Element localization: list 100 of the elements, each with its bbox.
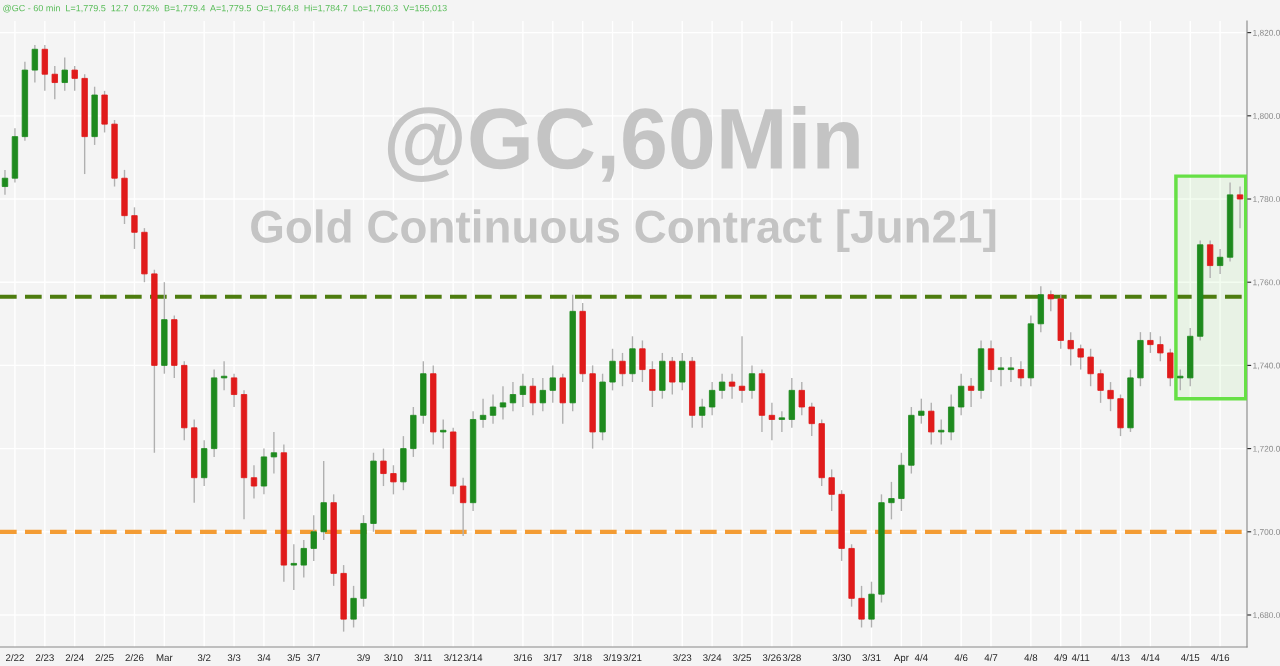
y-tick-label: 1,740.0	[1253, 362, 1280, 370]
candlestick	[270, 431, 278, 475]
candlestick	[1047, 289, 1054, 313]
x-tick-label: 2/25	[95, 653, 114, 662]
candlestick	[669, 356, 676, 396]
candlestick	[858, 585, 865, 629]
candlestick	[519, 373, 527, 408]
x-tick-label: 3/9	[357, 653, 370, 662]
candlestick	[230, 373, 238, 408]
candlestick	[957, 373, 965, 417]
x-tick-label: 3/14	[464, 653, 483, 662]
x-tick-label: 4/9	[1054, 653, 1068, 662]
candlestick	[380, 447, 387, 487]
candlestick	[808, 402, 815, 437]
candlestick	[61, 56, 68, 92]
candlestick	[1206, 239, 1214, 279]
candlestick	[1017, 360, 1025, 387]
candlestick	[390, 464, 397, 496]
x-tick-label: 4/6	[954, 653, 968, 662]
candlestick	[549, 364, 556, 404]
x-tick-label: 3/21	[623, 653, 642, 662]
x-tick-label: 2/26	[125, 653, 144, 662]
candlestick	[1087, 348, 1094, 387]
candlestick	[639, 339, 646, 383]
candlestick	[1097, 368, 1104, 404]
x-tick-label: 3/26	[762, 653, 781, 662]
candlestick	[888, 481, 895, 521]
candlestick	[71, 65, 78, 92]
candlestick	[529, 377, 537, 417]
x-tick-label: 3/18	[573, 653, 592, 662]
candlestick	[1, 169, 9, 196]
y-tick-label: 1,780.0	[1253, 196, 1280, 204]
x-tick-label: 3/16	[513, 653, 532, 662]
x-tick-label: 2/22	[5, 653, 24, 662]
x-tick-label: 3/10	[384, 653, 403, 662]
x-tick-label: 4/14	[1141, 653, 1160, 662]
x-tick-label: 3/7	[307, 653, 321, 662]
candlestick	[290, 543, 297, 591]
candlestick	[649, 360, 656, 408]
x-tick-label: 3/11	[414, 653, 432, 662]
candlestick	[778, 410, 786, 433]
candlestick	[539, 377, 546, 412]
x-tick-label: 4/8	[1024, 653, 1038, 662]
x-tick-label: 4/13	[1111, 653, 1130, 662]
x-tick-label: 3/17	[543, 653, 562, 662]
candlestick	[918, 397, 925, 425]
candlestick	[1147, 331, 1154, 354]
candlestick	[509, 381, 517, 412]
candlestick	[300, 539, 307, 579]
x-tick-label: 3/23	[673, 653, 692, 662]
candlestick	[310, 514, 317, 562]
x-tick-label: 3/30	[832, 653, 851, 662]
x-tick-label: 3/3	[227, 653, 241, 662]
candlestick	[728, 373, 736, 400]
text: Gold Continuous Contract [Jun21]	[251, 209, 996, 253]
candlestick	[619, 352, 626, 387]
candlestick	[967, 377, 975, 408]
x-tick-label: 3/31	[862, 653, 881, 662]
candlestick	[459, 477, 467, 537]
x-tick-label: 3/24	[703, 653, 722, 662]
candlestick	[1107, 381, 1114, 412]
candlestick	[1216, 248, 1224, 275]
candlestick	[928, 402, 935, 446]
candlestick	[489, 393, 497, 425]
candlestick	[768, 402, 776, 441]
y-tick-label: 1,720.0	[1253, 445, 1280, 453]
candlestick	[1067, 331, 1074, 367]
x-tick-label: 3/25	[732, 653, 752, 662]
candlestick	[708, 381, 716, 417]
y-tick-label: 1,700.0	[1253, 528, 1280, 536]
x-tick-label: 3/5	[287, 653, 301, 662]
candlestick	[1007, 356, 1015, 383]
x-tick-label: 4/7	[984, 653, 998, 662]
y-tick-label: 1,820.0	[1253, 29, 1280, 37]
x-tick-label: 4/15	[1180, 653, 1200, 662]
candlestick	[131, 206, 138, 250]
x-tick-label: 3/12	[444, 653, 463, 662]
candlestick	[1177, 368, 1184, 392]
candlestick	[479, 397, 487, 429]
x-tick-label: 4/11	[1071, 653, 1090, 662]
x-tick-label: 3/2	[197, 653, 211, 662]
candlestick	[798, 381, 805, 417]
candlestick	[738, 335, 746, 404]
candlestick	[748, 364, 756, 400]
candlestick	[718, 373, 726, 400]
candlestick	[220, 360, 228, 392]
candlestick	[1157, 335, 1164, 362]
text: @GC,60Min	[387, 106, 859, 183]
x-tick-label: 3/19	[603, 653, 622, 662]
candlestick	[938, 418, 945, 446]
candlestick	[51, 65, 58, 100]
candlestick	[31, 44, 39, 84]
candlestick	[1077, 343, 1084, 371]
candlestick	[250, 464, 258, 500]
candlestick	[699, 397, 706, 429]
x-tick-label: 4/4	[914, 653, 928, 662]
y-tick-label: 1,760.0	[1253, 279, 1280, 287]
x-tick-label: 4/16	[1210, 653, 1230, 662]
x-tick-label: 2/24	[65, 653, 84, 662]
candlestick	[440, 418, 447, 450]
